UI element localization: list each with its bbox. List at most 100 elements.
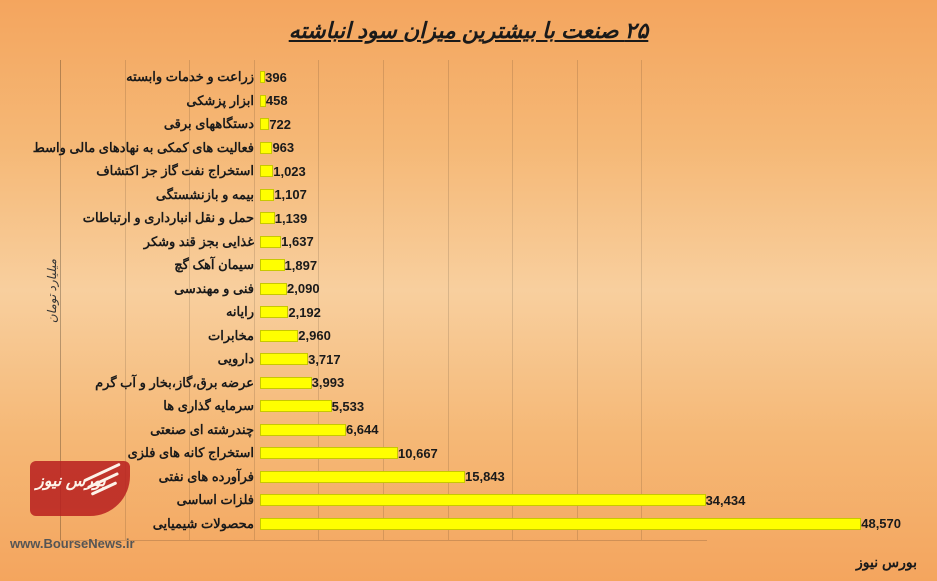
row-label: بیمه و بازنشستگی xyxy=(60,187,260,203)
bar-track: 1,637 xyxy=(260,235,907,249)
row-label: استخراج کانه های فلزی xyxy=(60,445,260,461)
chart-row: دارویی 3,717 xyxy=(60,348,907,370)
chart-rows: زراعت و خدمات وابسته 396 ابزار پزشکی 458 دست… xyxy=(60,66,907,535)
chart-row: رایانه2,192 xyxy=(60,301,907,323)
chart-row: عرضه برق،گاز،بخار و آب گرم 3,993 xyxy=(60,372,907,394)
bar-value: 458 xyxy=(266,93,294,108)
bar-value: 2,090 xyxy=(287,281,326,296)
row-label: زراعت و خدمات وابسته xyxy=(60,69,260,85)
bar xyxy=(260,236,281,248)
bar xyxy=(260,165,273,177)
bar-value: 2,192 xyxy=(288,305,327,320)
bar xyxy=(260,424,346,436)
row-label: سرمایه گذاری ها xyxy=(60,398,260,414)
bar-track: 1,139 xyxy=(260,211,907,225)
bar xyxy=(260,71,265,83)
bar-value: 722 xyxy=(269,117,297,132)
bar-track: 15,843 xyxy=(260,470,907,484)
row-label: استخراج نفت گاز جز اکتشاف xyxy=(60,163,260,179)
watermark-url: www.BourseNews.ir xyxy=(10,536,135,551)
chart-row: ابزار پزشکی 458 xyxy=(60,90,907,112)
bar-value: 48,570 xyxy=(861,516,907,531)
chart-row: حمل و نقل انبارداری و ارتباطات 1,139 xyxy=(60,207,907,229)
chart-row: سیمان آهک گچ 1,897 xyxy=(60,254,907,276)
chart-row: فرآورده های نفتی15,843 xyxy=(60,466,907,488)
chart-row: مخابرات2,960 xyxy=(60,325,907,347)
bar xyxy=(260,283,287,295)
chart-title: ۲۵ صنعت با بیشترین میزان سود انباشته xyxy=(0,0,937,44)
bar-value: 3,993 xyxy=(312,375,351,390)
chart-row: فنی و مهندسی 2,090 xyxy=(60,278,907,300)
bar-track: 6,644 xyxy=(260,423,907,437)
bar-track: 458 xyxy=(260,94,907,108)
row-label: فنی و مهندسی xyxy=(60,281,260,297)
row-label: سیمان آهک گچ xyxy=(60,257,260,273)
bar-track: 1,107 xyxy=(260,188,907,202)
bar-track: 48,570 xyxy=(260,517,907,531)
bar-track: 5,533 xyxy=(260,399,907,413)
bar-value: 15,843 xyxy=(465,469,511,484)
bar-value: 3,717 xyxy=(308,352,347,367)
bar xyxy=(260,118,269,130)
bar-track: 1,023 xyxy=(260,164,907,178)
row-label: دارویی xyxy=(60,351,260,367)
row-label: فعالیت های کمکی به نهادهای مالی واسط xyxy=(60,140,260,156)
row-label: غذایی بجز قند وشکر xyxy=(60,234,260,250)
bar xyxy=(260,494,706,506)
bar xyxy=(260,377,312,389)
bar xyxy=(260,518,861,530)
chart-row: زراعت و خدمات وابسته 396 xyxy=(60,66,907,88)
bar xyxy=(260,330,298,342)
bar xyxy=(260,142,272,154)
bar-track: 1,897 xyxy=(260,258,907,272)
chart-row: چندرشته ای صنعتی6,644 xyxy=(60,419,907,441)
bar-track: 963 xyxy=(260,141,907,155)
chart-area: زراعت و خدمات وابسته 396 ابزار پزشکی 458 دست… xyxy=(60,60,907,541)
row-label: ابزار پزشکی xyxy=(60,93,260,109)
bar-value: 1,023 xyxy=(273,164,312,179)
bar-track: 722 xyxy=(260,117,907,131)
bar xyxy=(260,212,275,224)
bar xyxy=(260,95,266,107)
bar-track: 2,192 xyxy=(260,305,907,319)
bar-value: 1,897 xyxy=(285,258,324,273)
chart-row: فلزات اساسی34,434 xyxy=(60,489,907,511)
row-label: حمل و نقل انبارداری و ارتباطات xyxy=(60,210,260,226)
chart-row: استخراج نفت گاز جز اکتشاف 1,023 xyxy=(60,160,907,182)
bar-track: 3,993 xyxy=(260,376,907,390)
bar-value: 6,644 xyxy=(346,422,385,437)
bar-value: 5,533 xyxy=(332,399,371,414)
bar-track: 396 xyxy=(260,70,907,84)
chart-row: محصولات شیمیایی48,570 xyxy=(60,513,907,535)
bar-value: 10,667 xyxy=(398,446,444,461)
chart-row: استخراج کانه های فلزی 10,667 xyxy=(60,442,907,464)
bar xyxy=(260,400,332,412)
chart-row: فعالیت های کمکی به نهادهای مالی واسط 963 xyxy=(60,137,907,159)
chart-row: بیمه و بازنشستگی 1,107 xyxy=(60,184,907,206)
bar xyxy=(260,447,398,459)
y-axis-label: میلیارد تومان xyxy=(45,258,59,322)
chart-row: سرمایه گذاری ها 5,533 xyxy=(60,395,907,417)
bar-track: 34,434 xyxy=(260,493,907,507)
bar-value: 34,434 xyxy=(706,493,752,508)
row-label: مخابرات xyxy=(60,328,260,344)
bar-value: 1,139 xyxy=(275,211,314,226)
bar-track: 2,960 xyxy=(260,329,907,343)
source-logo: بورس نیوز xyxy=(10,461,130,531)
chart-row: غذایی بجز قند وشکر 1,637 xyxy=(60,231,907,253)
bar-track: 3,717 xyxy=(260,352,907,366)
footer-source: بورس نیوز xyxy=(856,554,917,571)
bar xyxy=(260,189,274,201)
row-label: عرضه برق،گاز،بخار و آب گرم xyxy=(60,375,260,391)
bar-value: 963 xyxy=(272,140,300,155)
bar xyxy=(260,353,308,365)
bar-value: 1,637 xyxy=(281,234,320,249)
bar-track: 10,667 xyxy=(260,446,907,460)
bar xyxy=(260,306,288,318)
bar-track: 2,090 xyxy=(260,282,907,296)
bar xyxy=(260,259,285,271)
bar-value: 396 xyxy=(265,70,293,85)
chart-row: دستگاههای برقی 722 xyxy=(60,113,907,135)
bar-value: 1,107 xyxy=(274,187,313,202)
row-label: دستگاههای برقی xyxy=(60,116,260,132)
